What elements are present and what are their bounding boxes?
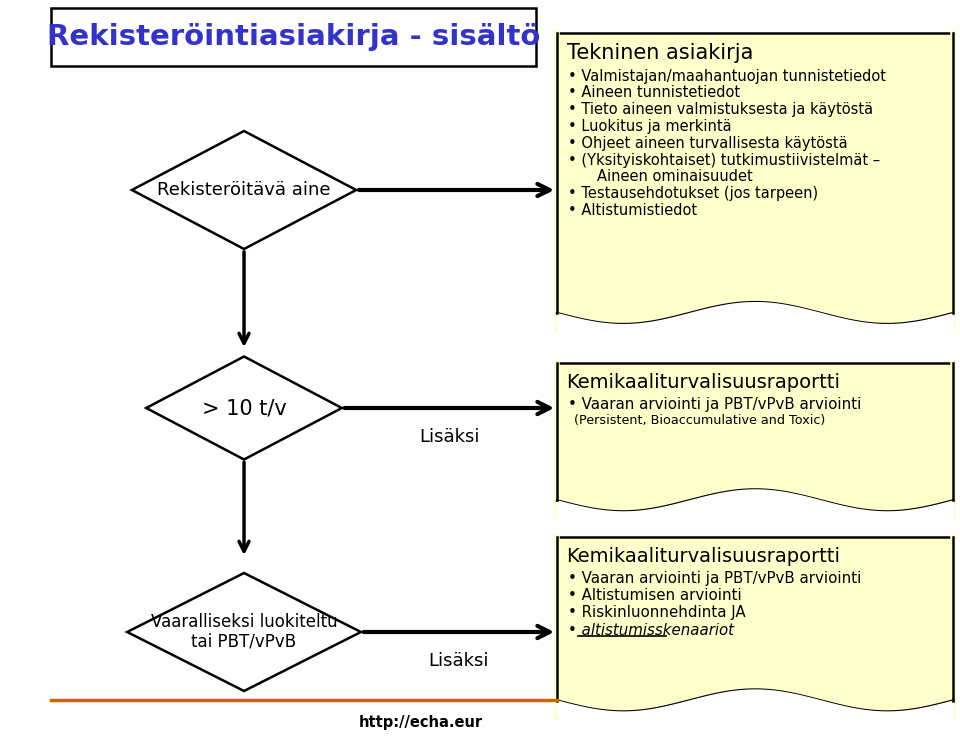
Text: • Altistumisen arviointi: • Altistumisen arviointi	[568, 588, 742, 603]
Text: > 10 t/v: > 10 t/v	[202, 398, 286, 418]
Text: Kemikaaliturvalisuusraportti: Kemikaaliturvalisuusraportti	[566, 547, 841, 566]
Text: Aineen ominaisuudet: Aineen ominaisuudet	[597, 170, 753, 184]
Text: • Vaaran arviointi ja PBT/vPvB arviointi: • Vaaran arviointi ja PBT/vPvB arviointi	[568, 397, 862, 412]
Text: (Persistent, Bioaccumulative and Toxic): (Persistent, Bioaccumulative and Toxic)	[574, 414, 826, 427]
Text: Tekninen asiakirja: Tekninen asiakirja	[566, 43, 753, 63]
Text: Rekisteröintiasiakirja - sisältö: Rekisteröintiasiakirja - sisältö	[47, 23, 540, 51]
Text: tai PBT/vPvB: tai PBT/vPvB	[191, 632, 297, 650]
Text: • Altistumistiedot: • Altistumistiedot	[568, 203, 698, 218]
Text: • (Yksityiskohtaiset) tutkimustiivistelmät –: • (Yksityiskohtaiset) tutkimustiivistelm…	[568, 152, 880, 167]
Text: Rekisteröitävä aine: Rekisteröitävä aine	[157, 181, 331, 199]
Text: Lisäksi: Lisäksi	[420, 428, 480, 446]
Text: Vaaralliseksi luokiteltu: Vaaralliseksi luokiteltu	[151, 614, 337, 632]
FancyBboxPatch shape	[557, 33, 953, 314]
Text: • Testausehdotukset (jos tarpeen): • Testausehdotukset (jos tarpeen)	[568, 186, 819, 201]
FancyBboxPatch shape	[51, 8, 536, 66]
FancyBboxPatch shape	[557, 363, 953, 500]
Text: • Riskinluonnehdinta JA: • Riskinluonnehdinta JA	[568, 605, 746, 620]
Text: • Tieto aineen valmistuksesta ja käytöstä: • Tieto aineen valmistuksesta ja käytöst…	[568, 102, 874, 117]
Text: • altistumisskenaariot: • altistumisskenaariot	[568, 622, 734, 638]
Text: • Vaaran arviointi ja PBT/vPvB arviointi: • Vaaran arviointi ja PBT/vPvB arviointi	[568, 571, 862, 586]
Text: Kemikaaliturvalisuusraportti: Kemikaaliturvalisuusraportti	[566, 373, 841, 392]
Text: http://echa.eur: http://echa.eur	[358, 715, 483, 730]
Text: • Valmistajan/maahantuojan tunnistetiedot: • Valmistajan/maahantuojan tunnistetiedo…	[568, 68, 886, 83]
FancyBboxPatch shape	[557, 537, 953, 700]
Text: • Luokitus ja merkintä: • Luokitus ja merkintä	[568, 119, 732, 134]
Text: • Ohjeet aineen turvallisesta käytöstä: • Ohjeet aineen turvallisesta käytöstä	[568, 136, 848, 151]
Text: Lisäksi: Lisäksi	[429, 652, 490, 670]
Text: • Aineen tunnistetiedot: • Aineen tunnistetiedot	[568, 86, 740, 100]
